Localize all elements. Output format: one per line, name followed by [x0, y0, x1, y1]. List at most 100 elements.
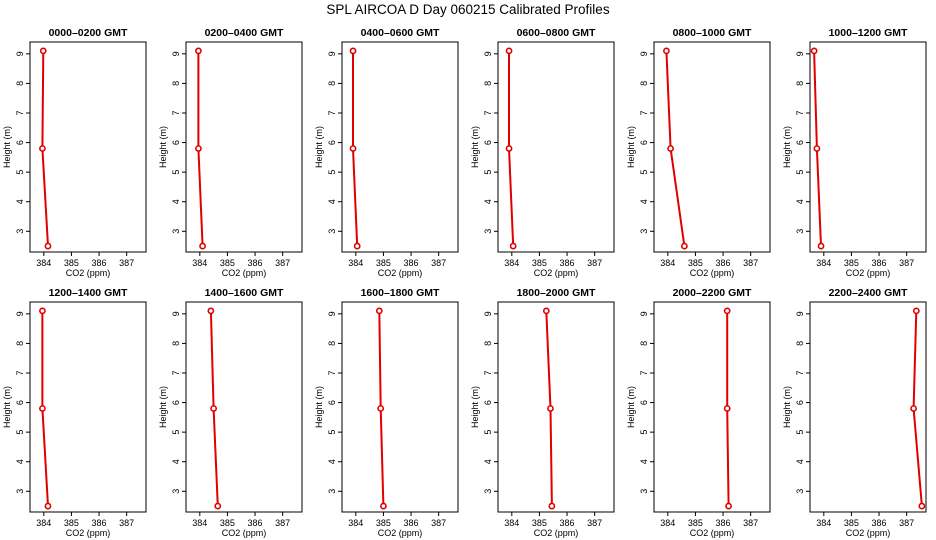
panel-title: 1600–1800 GMT — [361, 287, 440, 299]
x-axis-label: CO2 (ppm) — [690, 528, 735, 538]
x-tick-label: 384 — [504, 518, 519, 528]
y-tick-label: 8 — [639, 81, 649, 86]
x-tick-label: 386 — [872, 518, 887, 528]
y-tick-label: 6 — [171, 400, 181, 405]
data-point — [39, 405, 46, 412]
plot-frame — [341, 301, 459, 513]
x-tick-label: 384 — [348, 518, 363, 528]
y-tick-label: 3 — [15, 489, 25, 494]
y-axis-label: Height (m) — [782, 386, 792, 428]
y-tick-label: 5 — [483, 170, 493, 175]
x-tick-label: 384 — [660, 258, 675, 268]
y-axis-label: Height (m) — [158, 386, 168, 428]
x-tick-label: 387 — [743, 258, 758, 268]
x-axis-label: CO2 (ppm) — [534, 528, 579, 538]
data-point — [199, 242, 206, 250]
y-tick-label: 6 — [795, 400, 805, 405]
y-tick-label: 5 — [483, 430, 493, 435]
y-axis-label: Height (m) — [158, 126, 168, 168]
panel-4: 0600–0800 GMT 384 385 386 387 3 4 5 6 7 8 9 CO2 (ppm… — [470, 27, 615, 278]
y-tick-label: 5 — [327, 170, 337, 175]
y-tick-label: 7 — [15, 110, 25, 115]
x-tick-label: 385 — [844, 518, 859, 528]
plot-frame — [497, 41, 615, 253]
x-tick-label: 387 — [431, 518, 446, 528]
y-tick-label: 4 — [327, 199, 337, 204]
x-axis-label: CO2 (ppm) — [534, 268, 579, 278]
x-tick-label: 386 — [716, 258, 731, 268]
x-tick-label: 385 — [220, 518, 235, 528]
data-point — [44, 502, 52, 510]
x-axis-label: CO2 (ppm) — [378, 268, 423, 278]
y-tick-label: 3 — [483, 489, 493, 494]
x-tick-label: 387 — [899, 258, 914, 268]
data-point — [353, 242, 361, 250]
plot-frame — [809, 41, 927, 253]
x-tick-label: 387 — [275, 258, 290, 268]
x-tick-label: 385 — [844, 258, 859, 268]
y-tick-label: 7 — [639, 110, 649, 115]
y-tick-label: 3 — [171, 489, 181, 494]
panel-title: 0400–0600 GMT — [361, 27, 440, 39]
x-tick-label: 386 — [248, 258, 263, 268]
x-tick-label: 387 — [431, 258, 446, 268]
panel-9: 1600–1800 GMT 384 385 386 387 3 4 5 6 7 8 9 CO2 (ppm… — [314, 287, 459, 538]
panel-3: 0400–0600 GMT 384 385 386 387 3 4 5 6 7 8 9 CO2 (ppm… — [314, 27, 459, 278]
y-tick-label: 6 — [327, 140, 337, 145]
x-axis-label: CO2 (ppm) — [690, 268, 735, 278]
panel-6: 1000–1200 GMT 384 385 386 387 3 4 5 6 7 8 9 CO2 (ppm… — [782, 27, 927, 278]
y-tick-label: 6 — [15, 400, 25, 405]
panel-8: 1400–1600 GMT 384 385 386 387 3 4 5 6 7 8 9 CO2 (ppm… — [158, 287, 303, 538]
y-tick-label: 7 — [483, 370, 493, 375]
y-tick-label: 7 — [795, 110, 805, 115]
x-tick-label: 384 — [348, 258, 363, 268]
y-tick-label: 6 — [639, 400, 649, 405]
y-axis-label: Height (m) — [626, 126, 636, 168]
data-point — [910, 405, 917, 412]
x-tick-label: 384 — [504, 258, 519, 268]
y-tick-label: 6 — [795, 140, 805, 145]
data-point — [542, 307, 550, 315]
x-tick-label: 384 — [660, 518, 675, 528]
plot-frame — [29, 301, 147, 513]
y-tick-label: 6 — [327, 400, 337, 405]
y-tick-label: 4 — [639, 199, 649, 204]
y-axis-label: Height (m) — [782, 126, 792, 168]
x-axis-label: CO2 (ppm) — [846, 268, 891, 278]
x-tick-label: 386 — [92, 518, 107, 528]
y-tick-label: 5 — [171, 430, 181, 435]
data-point — [663, 47, 670, 55]
plot-frame — [653, 301, 771, 513]
y-tick-label: 3 — [15, 229, 25, 234]
data-point — [349, 47, 357, 55]
y-tick-label: 9 — [15, 311, 25, 316]
panel-title: 2000–2200 GMT — [673, 287, 752, 299]
x-tick-label: 384 — [816, 518, 831, 528]
data-point — [725, 502, 732, 510]
x-tick-label: 386 — [560, 518, 575, 528]
y-tick-label: 9 — [639, 51, 649, 56]
x-tick-label: 384 — [36, 258, 51, 268]
y-tick-label: 8 — [795, 341, 805, 346]
x-tick-label: 387 — [587, 258, 602, 268]
y-tick-label: 9 — [171, 311, 181, 316]
panel-title: 1400–1600 GMT — [205, 287, 284, 299]
panel-10: 1800–2000 GMT 384 385 386 387 3 4 5 6 7 8 9 CO2 (ppm… — [470, 287, 615, 538]
x-tick-label: 386 — [248, 518, 263, 528]
y-tick-label: 5 — [639, 430, 649, 435]
data-point — [723, 405, 731, 412]
panel-title: 0600–0800 GMT — [517, 27, 596, 39]
x-tick-label: 385 — [376, 258, 391, 268]
y-axis-label: Height (m) — [314, 386, 324, 428]
panel-2: 0200–0400 GMT 384 385 386 387 3 4 5 6 7 8 9 CO2 (ppm… — [158, 27, 303, 278]
x-axis-label: CO2 (ppm) — [66, 528, 111, 538]
panel-title: 0000–0200 GMT — [49, 27, 128, 39]
x-tick-label: 385 — [64, 518, 79, 528]
y-tick-label: 3 — [483, 229, 493, 234]
y-tick-label: 3 — [795, 489, 805, 494]
y-tick-label: 5 — [171, 170, 181, 175]
y-tick-label: 4 — [483, 199, 493, 204]
data-point — [509, 242, 517, 250]
y-tick-label: 5 — [15, 170, 25, 175]
x-tick-label: 387 — [119, 518, 134, 528]
